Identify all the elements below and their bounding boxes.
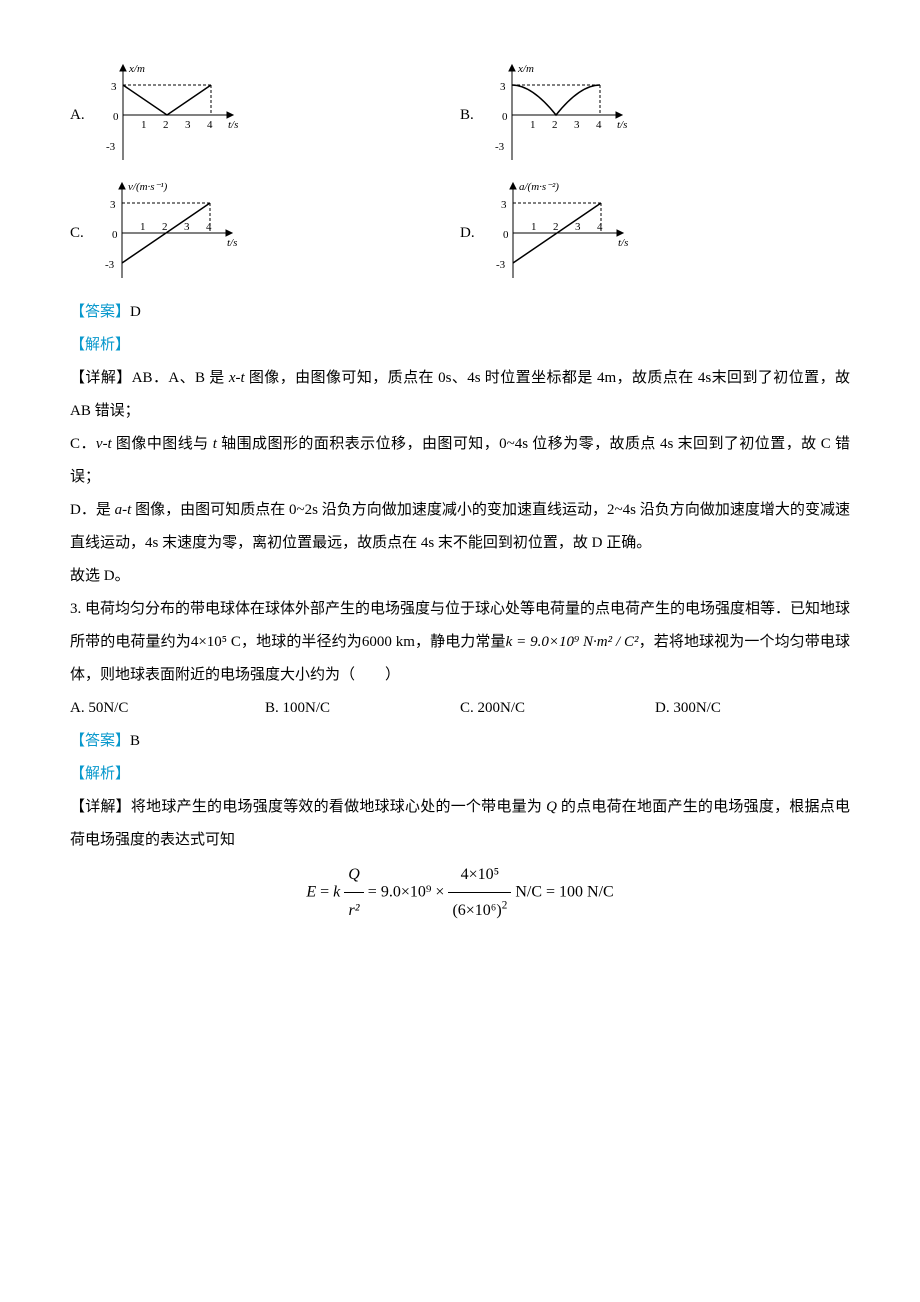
answer-value: D xyxy=(130,304,141,320)
svg-text:4: 4 xyxy=(596,119,602,131)
q3-detail: 【详解】将地球产生的电场强度等效的看做地球球心处的一个带电量为 Q 的点电荷在地… xyxy=(70,791,850,857)
svg-text:1: 1 xyxy=(530,119,536,131)
svg-text:x/m: x/m xyxy=(128,63,145,75)
q2-answer: 【答案】D xyxy=(70,296,850,329)
numerator: 4×10⁵ xyxy=(448,857,511,893)
answer-label: 【答案】 xyxy=(70,304,130,320)
q2-option-D[interactable]: D. a/(m·s⁻²) t/s 0 3 -3 1 2 3 4 xyxy=(460,178,850,288)
q2-detail-D: D．是 a-t 图像，由图可知质点在 0~2s 沿负方向做加速度减小的变加速直线… xyxy=(70,494,850,560)
q3-answer: 【答案】B xyxy=(70,725,850,758)
denominator: (6×10⁶)2 xyxy=(448,893,511,928)
val-k: k = 9.0×10⁹ N·m² / C² xyxy=(506,634,639,650)
answer-label: 【答案】 xyxy=(70,733,130,749)
svg-text:3: 3 xyxy=(184,221,190,233)
svg-text:t/s: t/s xyxy=(617,119,627,131)
var-at: a-t xyxy=(115,502,132,518)
q3-option-C[interactable]: C. 200N/C xyxy=(460,692,655,725)
coef: = 9.0×10⁹ × xyxy=(368,883,449,900)
graph-x-t-curved: x/m t/s 0 3 -3 1 2 3 4 xyxy=(482,60,632,170)
svg-text:1: 1 xyxy=(531,221,537,233)
svg-text:-3: -3 xyxy=(105,259,115,271)
opt-letter: C. xyxy=(70,217,84,250)
svg-text:3: 3 xyxy=(111,81,117,93)
fraction-numbers: 4×10⁵ (6×10⁶)2 xyxy=(448,857,511,928)
answer-value: B xyxy=(130,733,140,749)
q3-option-A[interactable]: A. 50N/C xyxy=(70,692,265,725)
text: 【详解】将地球产生的电场强度等效的看做地球球心处的一个带电量为 xyxy=(70,799,546,815)
eq: = xyxy=(316,883,333,900)
svg-text:2: 2 xyxy=(552,119,558,131)
svg-text:-3: -3 xyxy=(106,141,116,153)
text: 图像中图线与 xyxy=(112,436,213,452)
svg-text:-3: -3 xyxy=(496,259,506,271)
var-k: k xyxy=(333,883,340,900)
q2-options-row-1: A. x/m t/s 0 3 -3 1 2 3 4 B. xyxy=(70,60,850,170)
text: 图像，由图可知质点在 0~2s 沿负方向做加速度减小的变加速直线运动，2~4s … xyxy=(70,502,850,551)
graph-x-t-linear: x/m t/s 0 3 -3 1 2 3 4 xyxy=(93,60,243,170)
svg-text:3: 3 xyxy=(500,81,506,93)
svg-text:a/(m·s⁻²): a/(m·s⁻²) xyxy=(519,181,559,193)
q2-option-C[interactable]: C. v/(m·s⁻¹) t/s 0 3 -3 1 2 3 4 xyxy=(70,178,460,288)
svg-text:0: 0 xyxy=(503,229,509,241)
svg-text:3: 3 xyxy=(575,221,581,233)
svg-text:3: 3 xyxy=(110,199,116,211)
fraction-kQr2: Q r² xyxy=(344,857,364,928)
val-charge: 4×10⁵ C xyxy=(191,634,241,650)
svg-text:t/s: t/s xyxy=(227,237,237,249)
q3-stem: 3. 电荷均匀分布的带电球体在球体外部产生的电场强度与位于球心处等电荷量的点电荷… xyxy=(70,593,850,692)
q3-explain-label: 【解析】 xyxy=(70,758,850,791)
svg-text:4: 4 xyxy=(206,221,212,233)
text: ，地球的半径约为 xyxy=(241,634,362,650)
text: D．是 xyxy=(70,502,115,518)
q2-conclusion: 故选 D。 xyxy=(70,560,850,593)
svg-text:2: 2 xyxy=(163,119,169,131)
svg-text:0: 0 xyxy=(112,229,118,241)
val-radius: 6000 km xyxy=(362,634,415,650)
text: 【详解】AB．A、B 是 xyxy=(70,370,229,386)
q3-option-B[interactable]: B. 100N/C xyxy=(265,692,460,725)
den-inner: 6×10⁶ xyxy=(458,902,497,919)
svg-text:4: 4 xyxy=(597,221,603,233)
svg-text:2: 2 xyxy=(553,221,559,233)
svg-text:3: 3 xyxy=(501,199,507,211)
var-Q: Q xyxy=(546,799,557,815)
q3-number: 3. xyxy=(70,601,85,617)
opt-letter: A. xyxy=(70,99,85,132)
var-E: E xyxy=(306,883,316,900)
text: ，静电力常量 xyxy=(415,634,506,650)
q2-option-B[interactable]: B. x/m t/s 0 3 -3 1 2 3 4 xyxy=(460,60,850,170)
var-xt: x-t xyxy=(229,370,245,386)
graph-v-t: v/(m·s⁻¹) t/s 0 3 -3 1 2 3 4 xyxy=(92,178,242,288)
svg-text:4: 4 xyxy=(207,119,213,131)
unit: N/C = 100 N/C xyxy=(515,883,613,900)
svg-text:t/s: t/s xyxy=(228,119,238,131)
denominator: r² xyxy=(344,893,364,928)
var-vt: v-t xyxy=(96,436,112,452)
svg-text:-3: -3 xyxy=(495,141,505,153)
svg-text:2: 2 xyxy=(162,221,168,233)
q3-formula: E = k Q r² = 9.0×10⁹ × 4×10⁵ (6×10⁶)2 N/… xyxy=(70,857,850,928)
q2-options-row-2: C. v/(m·s⁻¹) t/s 0 3 -3 1 2 3 4 D. xyxy=(70,178,850,288)
q2-detail-C: C．v-t 图像中图线与 t 轴围成图形的面积表示位移，由图可知，0~4s 位移… xyxy=(70,428,850,494)
q2-detail-AB: 【详解】AB．A、B 是 x-t 图像，由图像可知，质点在 0s、4s 时位置坐… xyxy=(70,362,850,428)
svg-text:3: 3 xyxy=(574,119,580,131)
q2-option-A[interactable]: A. x/m t/s 0 3 -3 1 2 3 4 xyxy=(70,60,460,170)
svg-text:v/(m·s⁻¹): v/(m·s⁻¹) xyxy=(128,181,168,193)
numerator: Q xyxy=(344,857,364,893)
opt-letter: D. xyxy=(460,217,475,250)
svg-text:t/s: t/s xyxy=(618,237,628,249)
svg-text:1: 1 xyxy=(141,119,147,131)
svg-text:0: 0 xyxy=(502,111,508,123)
graph-a-t: a/(m·s⁻²) t/s 0 3 -3 1 2 3 4 xyxy=(483,178,633,288)
svg-text:x/m: x/m xyxy=(517,63,534,75)
svg-text:0: 0 xyxy=(113,111,119,123)
svg-text:3: 3 xyxy=(185,119,191,131)
opt-letter: B. xyxy=(460,99,474,132)
svg-text:1: 1 xyxy=(140,221,146,233)
q3-options: A. 50N/C B. 100N/C C. 200N/C D. 300N/C xyxy=(70,692,850,725)
text: C． xyxy=(70,436,96,452)
q2-explain-label: 【解析】 xyxy=(70,329,850,362)
q3-option-D[interactable]: D. 300N/C xyxy=(655,692,850,725)
